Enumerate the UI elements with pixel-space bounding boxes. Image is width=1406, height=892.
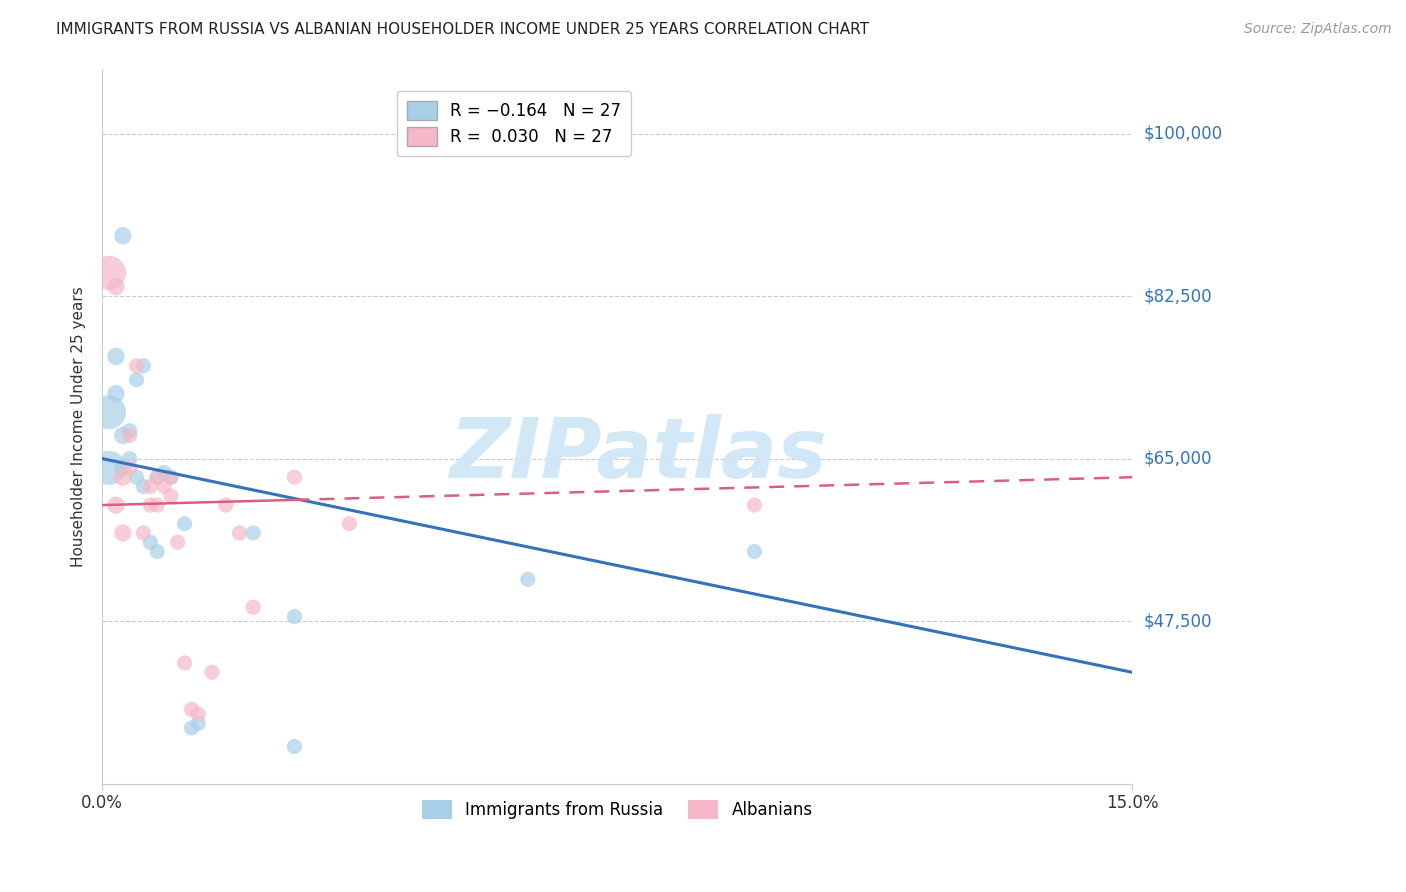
- Legend: Immigrants from Russia, Albanians: Immigrants from Russia, Albanians: [415, 793, 820, 825]
- Point: [104, 386, 127, 401]
- Point: [98, 461, 121, 475]
- Text: $100,000: $100,000: [1143, 125, 1222, 143]
- Point: [283, 470, 305, 484]
- Point: [98, 405, 121, 419]
- Point: [242, 525, 264, 540]
- Point: [173, 516, 195, 531]
- Point: [283, 609, 305, 624]
- Text: Source: ZipAtlas.com: Source: ZipAtlas.com: [1244, 22, 1392, 37]
- Point: [166, 535, 188, 549]
- Point: [146, 498, 169, 512]
- Point: [283, 739, 305, 754]
- Point: [118, 461, 141, 475]
- Point: [153, 479, 176, 493]
- Text: IMMIGRANTS FROM RUSSIA VS ALBANIAN HOUSEHOLDER INCOME UNDER 25 YEARS CORRELATION: IMMIGRANTS FROM RUSSIA VS ALBANIAN HOUSE…: [56, 22, 869, 37]
- Point: [132, 359, 155, 373]
- Text: $47,500: $47,500: [1143, 612, 1212, 630]
- Point: [146, 544, 169, 558]
- Point: [104, 280, 127, 294]
- Point: [146, 470, 169, 484]
- Point: [139, 535, 162, 549]
- Point: [111, 228, 134, 243]
- Point: [516, 573, 538, 587]
- Point: [215, 498, 238, 512]
- Point: [180, 721, 202, 735]
- Point: [111, 428, 134, 442]
- Point: [118, 424, 141, 438]
- Point: [153, 466, 176, 480]
- Text: $82,500: $82,500: [1143, 287, 1212, 305]
- Text: ZIPatlas: ZIPatlas: [449, 414, 827, 495]
- Y-axis label: Householder Income Under 25 years: Householder Income Under 25 years: [72, 285, 86, 566]
- Point: [139, 479, 162, 493]
- Point: [104, 498, 127, 512]
- Text: $65,000: $65,000: [1143, 450, 1212, 467]
- Point: [744, 544, 766, 558]
- Point: [111, 461, 134, 475]
- Point: [146, 470, 169, 484]
- Point: [118, 428, 141, 442]
- Point: [104, 350, 127, 364]
- Point: [201, 665, 224, 680]
- Point: [187, 707, 209, 722]
- Point: [173, 656, 195, 670]
- Point: [125, 470, 148, 484]
- Point: [187, 716, 209, 731]
- Point: [111, 470, 134, 484]
- Point: [125, 359, 148, 373]
- Point: [160, 470, 183, 484]
- Point: [228, 525, 250, 540]
- Point: [132, 479, 155, 493]
- Point: [337, 516, 360, 531]
- Point: [139, 498, 162, 512]
- Point: [180, 702, 202, 716]
- Point: [160, 470, 183, 484]
- Point: [242, 600, 264, 615]
- Point: [125, 373, 148, 387]
- Point: [118, 451, 141, 466]
- Point: [132, 525, 155, 540]
- Point: [160, 489, 183, 503]
- Point: [111, 525, 134, 540]
- Point: [98, 266, 121, 280]
- Point: [744, 498, 766, 512]
